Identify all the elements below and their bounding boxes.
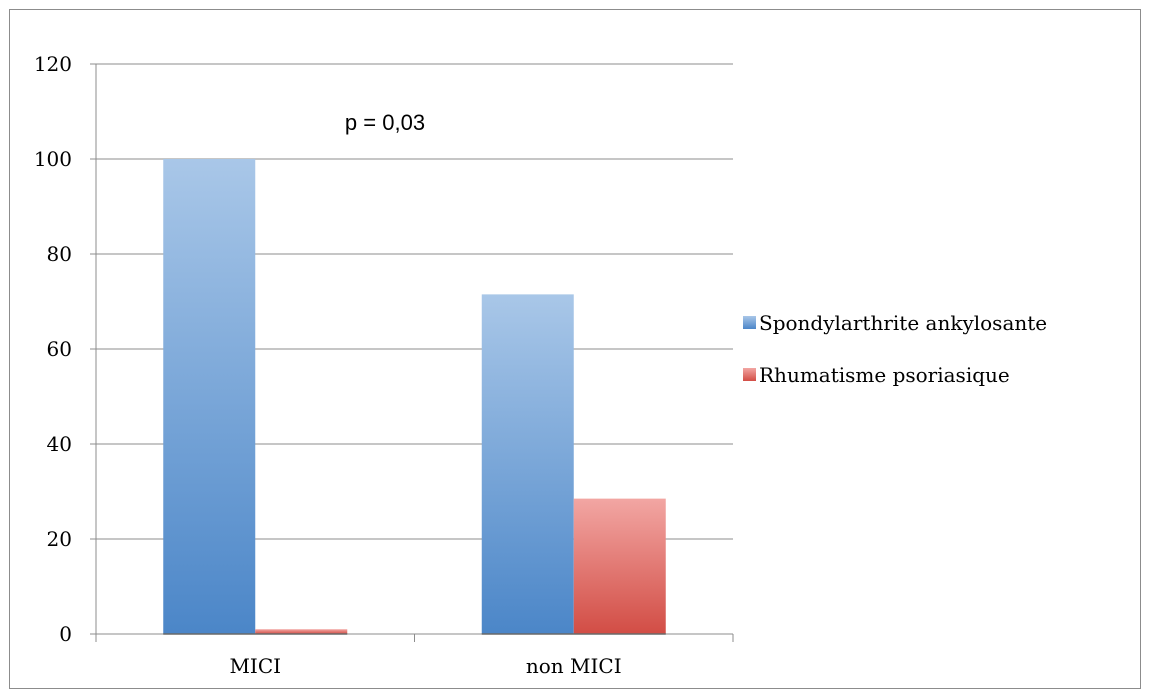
legend-label: Spondylarthrite ankylosante [759,311,1047,335]
legend-label: Rhumatisme psoriasique [759,363,1010,387]
y-tick-label: 120 [34,52,72,76]
y-tick-label: 0 [59,622,72,646]
legend: Spondylarthrite ankylosante Rhumatisme ps… [743,311,1047,387]
legend-swatch [743,316,756,329]
y-tick-labels: 0 20 40 60 80 100 120 [34,52,72,646]
y-tick-label: 60 [47,337,72,361]
bar-rhumatisme-non-mici [573,498,666,634]
y-tick-label: 80 [47,242,72,266]
x-tick-label: MICI [229,654,281,678]
bars-group [163,159,666,635]
bar-rhumatisme-mici [255,629,348,634]
x-tick-label: non MICI [526,654,622,678]
x-tick-labels: MICI non MICI [229,654,621,678]
y-tick-label: 20 [47,527,72,551]
y-tick-label: 100 [34,147,72,171]
bar-spondylarthrite-non-mici [481,294,574,634]
bar-spondylarthrite-mici [163,159,256,634]
axes [95,64,734,642]
legend-swatch [743,368,756,381]
y-tick-label: 40 [47,432,72,456]
p-value-annotation: p = 0,03 [345,110,425,135]
